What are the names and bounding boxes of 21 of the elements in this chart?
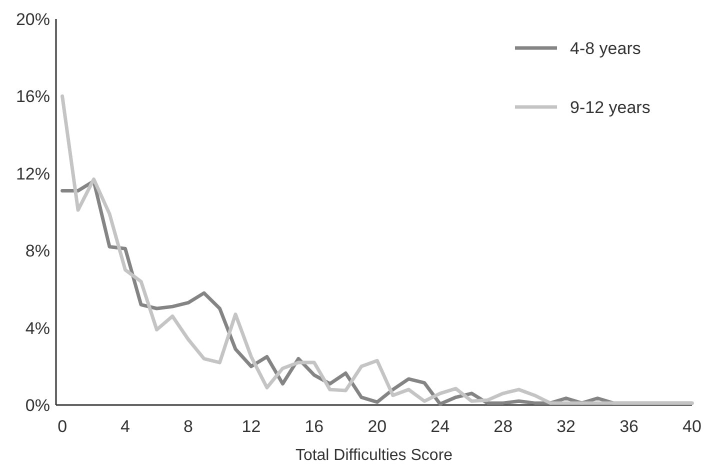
x-tick-label: 28 [494, 417, 513, 436]
x-tick-label: 8 [184, 417, 193, 436]
y-tick-label: 12% [16, 164, 50, 184]
x-tick-label: 24 [430, 417, 450, 436]
x-tick-label: 16 [304, 417, 324, 436]
y-tick-label: 8% [25, 242, 50, 261]
x-tick-label: 12 [242, 417, 261, 436]
y-tick-label: 4% [25, 318, 50, 338]
x-tick-label: 32 [556, 417, 576, 436]
y-tick-label: 0% [25, 396, 50, 415]
y-tick-label: 16% [16, 87, 50, 106]
x-tick-label: 0 [58, 417, 68, 436]
x-tick-label: 20 [368, 417, 387, 436]
x-tick-label: 36 [620, 417, 638, 436]
legend-label: 4-8 years [570, 38, 641, 58]
x-axis-title: Total Difficulties Score [295, 447, 453, 464]
x-tick-label: 40 [682, 417, 702, 436]
legend-label: 9-12 years [570, 98, 650, 117]
x-tick-label: 4 [120, 417, 130, 436]
line-series [60, 94, 694, 405]
y-tick-label: 20% [16, 10, 50, 29]
